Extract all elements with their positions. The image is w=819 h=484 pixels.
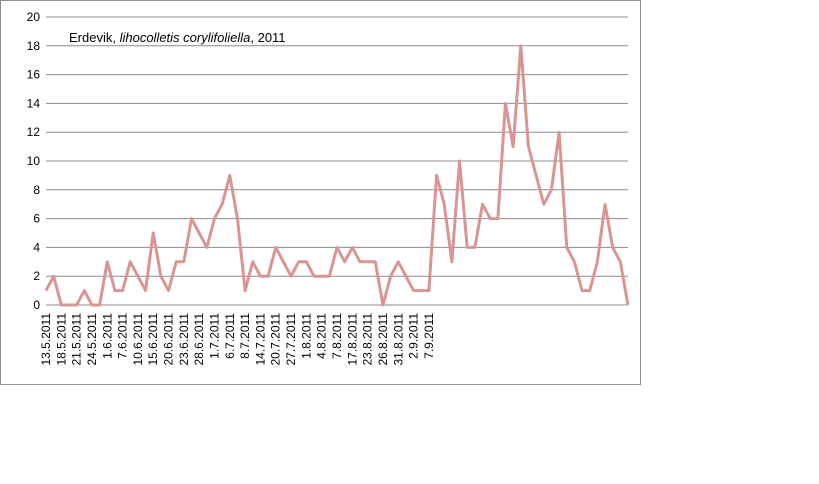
x-tick-label: 23.6.2011 <box>177 313 191 366</box>
y-tick-label: 8 <box>33 183 40 197</box>
chart-frame: 0 2 4 6 8 10 12 14 16 18 20 13.5.2011 18.5.2011 21.5… <box>0 0 641 385</box>
series-line <box>44 44 630 307</box>
x-tick-label: 20.6.2011 <box>162 313 176 366</box>
series-layer <box>44 44 630 307</box>
x-tick-label: 13.5.2011 <box>39 313 53 366</box>
x-tick-label: 26.8.2011 <box>376 313 390 366</box>
x-tick-label: 15.6.2011 <box>146 313 160 366</box>
x-tick-label: 18.5.2011 <box>54 313 68 366</box>
chart-title: Erdevik, lihocolletis corylifoliella, 20… <box>69 30 286 45</box>
y-tick-label: 14 <box>27 96 41 110</box>
x-axis-ticks: 13.5.2011 18.5.2011 21.5.2011 24.5.2011 1.6.… <box>39 313 436 366</box>
y-tick-label: 0 <box>33 298 40 312</box>
chart-title-part-1: Erdevik, <box>69 30 120 45</box>
x-tick-label: 1.8.2011 <box>299 313 313 359</box>
x-tick-label: 28.6.2011 <box>192 313 206 366</box>
x-tick-label: 8.7.2011 <box>238 313 252 359</box>
y-axis-ticks: 0 2 4 6 8 10 12 14 16 18 20 <box>27 10 41 312</box>
y-tick-label: 10 <box>27 154 41 168</box>
y-tick-label: 20 <box>27 10 41 24</box>
y-tick-label: 18 <box>27 39 41 53</box>
x-tick-label: 4.8.2011 <box>315 313 329 359</box>
y-tick-label: 4 <box>33 240 40 254</box>
y-tick-label: 16 <box>27 68 41 82</box>
chart-title-species: lihocolletis corylifoliella <box>120 30 251 45</box>
x-tick-label: 1.7.2011 <box>207 313 221 359</box>
x-tick-label: 24.5.2011 <box>85 313 99 366</box>
x-tick-label: 1.6.2011 <box>100 313 114 359</box>
x-tick-label: 27.7.2011 <box>284 313 298 366</box>
x-tick-label: 14.7.2011 <box>253 313 267 366</box>
x-tick-label: 6.7.2011 <box>223 313 237 359</box>
grid-layer <box>46 16 628 306</box>
y-tick-label: 12 <box>27 125 41 139</box>
x-tick-label: 7.6.2011 <box>116 313 130 359</box>
x-tick-label: 23.8.2011 <box>361 313 375 366</box>
x-tick-label: 7.8.2011 <box>330 313 344 359</box>
x-tick-label: 7.9.2011 <box>422 313 436 359</box>
chart-title-part-3: , 2011 <box>250 30 285 45</box>
chart-svg: 0 2 4 6 8 10 12 14 16 18 20 13.5.2011 18.5.2011 21.5… <box>27 10 630 366</box>
x-tick-label: 17.8.2011 <box>345 313 359 366</box>
x-tick-label: 2.9.2011 <box>407 313 421 359</box>
x-tick-label: 20.7.2011 <box>269 313 283 366</box>
y-tick-label: 6 <box>33 212 40 226</box>
x-tick-label: 31.8.2011 <box>391 313 405 366</box>
x-tick-label: 10.6.2011 <box>131 313 145 366</box>
y-tick-label: 2 <box>33 269 40 283</box>
x-tick-label: 21.5.2011 <box>70 313 84 366</box>
